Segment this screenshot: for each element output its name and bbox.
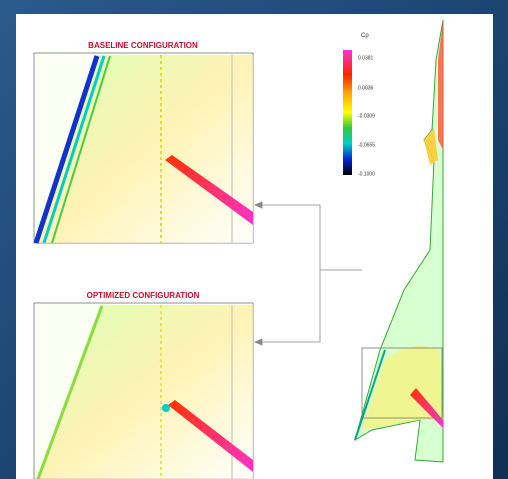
colorbar-tick: 0.0381 (358, 55, 374, 61)
figure: BASELINE CONFIGURATION OPTIMIZED CONFIGU… (0, 0, 508, 479)
colorbar-tick: -0.1000 (358, 171, 375, 177)
optimized-plot (34, 303, 253, 479)
colorbar-label: Cp (361, 33, 369, 39)
baseline-plot (34, 53, 253, 243)
panel-title: BASELINE CONFIGURATION (88, 41, 198, 50)
colorbar (343, 50, 352, 175)
panel-title: OPTIMIZED CONFIGURATION (87, 291, 200, 300)
colorbar-tick: 0.0036 (358, 85, 374, 91)
colorbar-tick: -0.0655 (358, 142, 375, 148)
colorbar-tick: -0.0309 (358, 113, 375, 119)
